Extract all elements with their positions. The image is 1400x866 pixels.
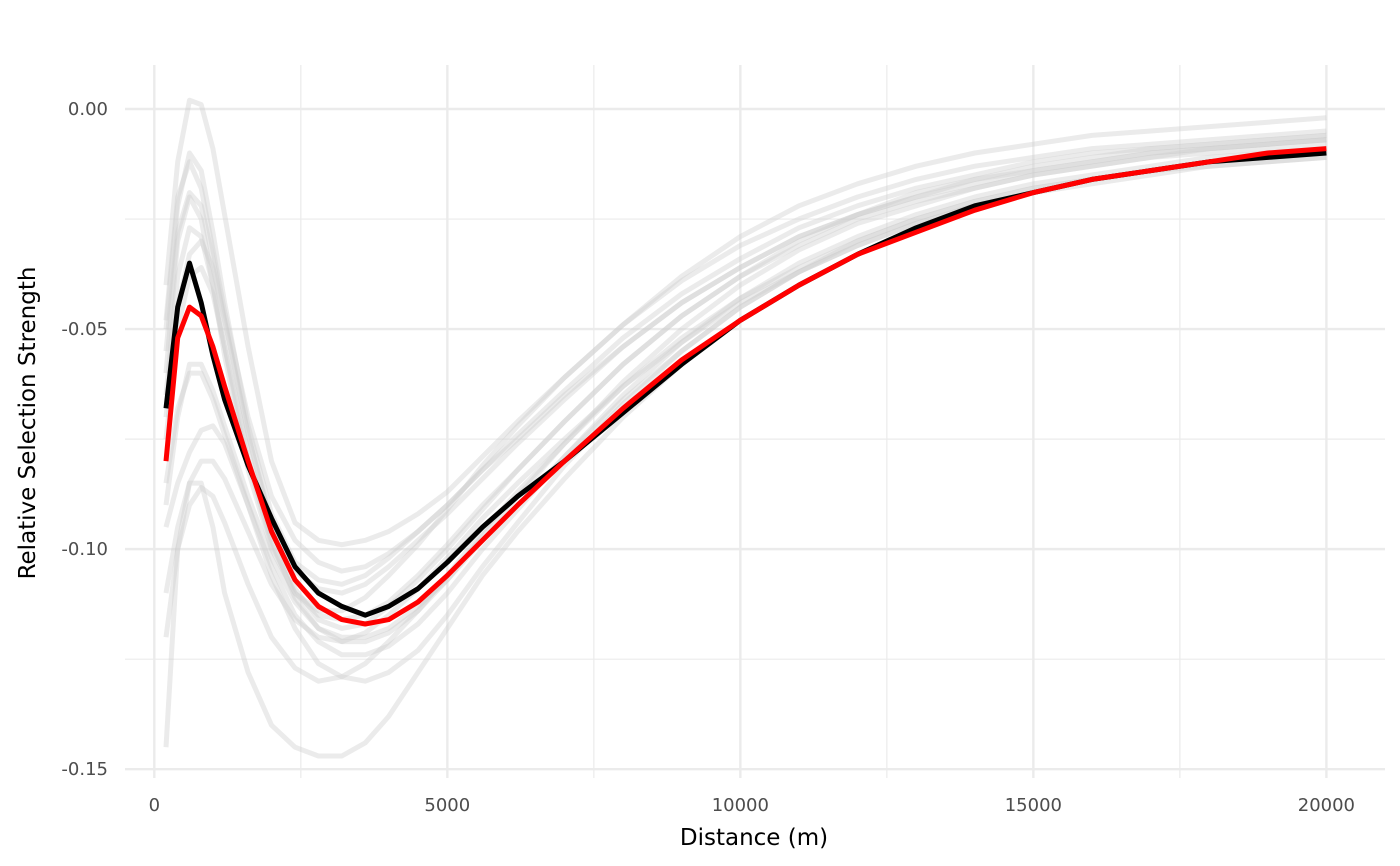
x-tick-label: 0 [149, 795, 160, 816]
replicate-series-line-1 [163, 97, 1327, 548]
replicate-series-line-14 [163, 137, 1327, 574]
y-axis-title: Relative Selection Strength [15, 267, 41, 580]
y-tick-label: -0.10 [61, 539, 108, 560]
major-gridlines [125, 65, 1385, 778]
replicate-series-line-10 [163, 128, 1327, 614]
minor-gridlines [125, 65, 1385, 778]
y-tick-label: 0.00 [68, 99, 108, 120]
x-axis-title: Distance (m) [680, 825, 828, 851]
y-tick-label: -0.05 [61, 319, 108, 340]
x-tick-label: 15000 [1005, 795, 1062, 816]
replicate-series-line-3 [163, 137, 1327, 596]
y-tick-label: -0.15 [61, 759, 108, 780]
series-lines [163, 97, 1327, 759]
x-tick-label: 5000 [424, 795, 470, 816]
x-tick-label: 10000 [712, 795, 769, 816]
replicate-series-line-6 [163, 146, 1327, 658]
replicate-series-line-12 [163, 154, 1327, 640]
x-tick-label: 20000 [1298, 795, 1355, 816]
replicate-series-line-8 [163, 150, 1327, 684]
replicate-series-line-4 [163, 137, 1327, 623]
y-axis-tick-labels: 0.00 -0.05 -0.10 -0.15 [61, 99, 108, 780]
fitted-series-line [163, 146, 1327, 627]
replicate-series-line-7 [163, 150, 1327, 684]
replicate-series-line-5 [163, 141, 1327, 645]
replicate-series-line-2 [163, 132, 1327, 587]
replicate-series-line-11 [163, 132, 1327, 631]
x-axis-tick-labels: 0 5000 10000 15000 20000 [149, 795, 1355, 816]
